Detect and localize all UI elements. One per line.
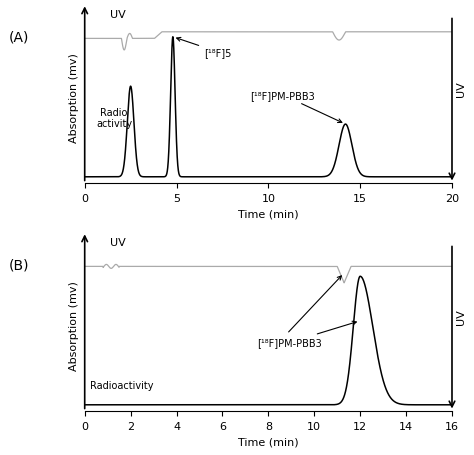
- Text: UV: UV: [110, 237, 126, 247]
- Text: Radio
activity: Radio activity: [96, 108, 132, 129]
- Y-axis label: Absorption (mv): Absorption (mv): [69, 53, 79, 142]
- Text: UV: UV: [110, 10, 126, 20]
- Text: (A): (A): [9, 30, 29, 44]
- Text: (B): (B): [9, 258, 29, 272]
- Text: [¹⁸F]5: [¹⁸F]5: [177, 38, 231, 58]
- Text: UV: UV: [456, 308, 465, 324]
- Text: Radioactivity: Radioactivity: [90, 380, 153, 390]
- Text: UV: UV: [456, 81, 465, 97]
- X-axis label: Time (min): Time (min): [238, 437, 299, 447]
- Text: [¹⁸F]PM-PBB3: [¹⁸F]PM-PBB3: [257, 322, 356, 348]
- Text: [¹⁸F]PM-PBB3: [¹⁸F]PM-PBB3: [250, 91, 342, 123]
- X-axis label: Time (min): Time (min): [238, 209, 299, 219]
- Y-axis label: Absorption (mv): Absorption (mv): [69, 280, 79, 370]
